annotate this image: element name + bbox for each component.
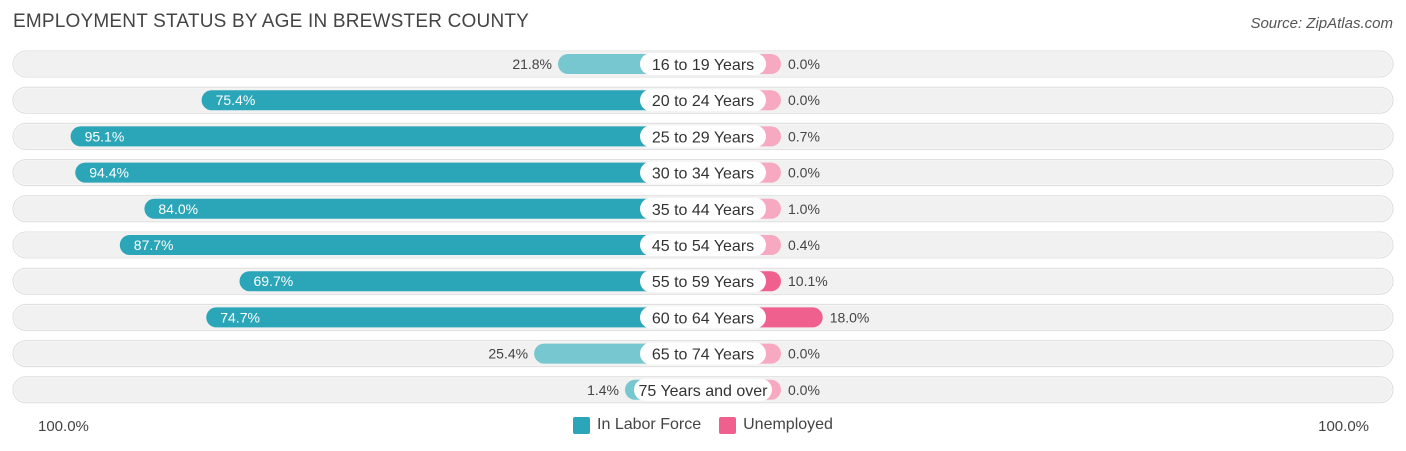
category-pill (640, 306, 766, 329)
label-labor-force: 84.0% (158, 201, 198, 217)
label-labor-force: 74.7% (220, 309, 260, 325)
category-label: 60 to 64 Years (652, 310, 754, 327)
category-label: 45 to 54 Years (652, 238, 754, 255)
label-labor-force: 87.7% (134, 237, 174, 253)
category-pill (640, 342, 766, 365)
category-pill (640, 197, 766, 220)
label-unemployed: 0.0% (788, 56, 820, 72)
label-unemployed: 0.0% (788, 92, 820, 108)
category-pill (640, 125, 766, 148)
label-unemployed: 18.0% (830, 309, 870, 325)
category-label: 75 Years and over (639, 383, 769, 400)
label-labor-force: 25.4% (488, 346, 528, 362)
label-labor-force: 21.8% (512, 56, 552, 72)
bar-labor-force (201, 90, 703, 111)
label-unemployed: 10.1% (788, 273, 828, 289)
label-unemployed: 0.0% (788, 346, 820, 362)
bar-labor-force (119, 235, 704, 255)
category-label: 16 to 19 Years (652, 57, 754, 74)
legend: In Labor Force Unemployed (0, 416, 1406, 434)
category-label: 25 to 29 Years (652, 129, 754, 146)
legend-label-labor-force: In Labor Force (597, 416, 702, 433)
legend-label-unemployed: Unemployed (743, 416, 833, 433)
label-labor-force: 1.4% (587, 382, 619, 398)
category-label: 30 to 34 Years (652, 166, 754, 183)
legend-swatch-unemployed (719, 416, 737, 434)
category-label: 35 to 44 Years (652, 202, 754, 219)
label-unemployed: 0.7% (788, 128, 820, 144)
category-pill (640, 234, 766, 256)
label-unemployed: 1.0% (788, 201, 820, 217)
bar-labor-force (206, 307, 703, 328)
category-label: 20 to 24 Years (652, 93, 754, 110)
category-pill (640, 270, 766, 293)
chart-area: 21.8% 0.0% 16 to 19 Years 75.4% 0.0% 20 to 24… (12, 50, 1394, 404)
label-labor-force: 69.7% (253, 273, 293, 289)
category-pill (634, 378, 772, 401)
chart-title: EMPLOYMENT STATUS BY AGE IN BREWSTER COU… (13, 11, 530, 32)
label-unemployed: 0.4% (788, 237, 820, 253)
axis-left-label: 100.0% (38, 418, 89, 435)
category-pill (640, 161, 766, 184)
legend-swatch-labor-force (573, 416, 591, 434)
label-labor-force: 75.4% (216, 92, 256, 108)
legend-item-unemployed: Unemployed (719, 416, 833, 434)
category-label: 55 to 59 Years (652, 274, 754, 291)
label-labor-force: 95.1% (85, 128, 125, 144)
axis-right-label: 100.0% (1318, 418, 1369, 435)
bar-labor-force (70, 126, 703, 147)
category-pill (640, 89, 766, 112)
label-unemployed: 0.0% (788, 382, 820, 398)
bar-labor-force (75, 162, 704, 183)
bar-labor-force (144, 198, 703, 219)
label-labor-force: 94.4% (89, 165, 129, 181)
label-unemployed: 0.0% (788, 165, 820, 181)
category-pill (640, 53, 766, 75)
legend-item-labor-force: In Labor Force (573, 416, 701, 434)
source-label: Source: ZipAtlas.com (1250, 15, 1393, 32)
bar-labor-force (239, 271, 703, 292)
category-label: 65 to 74 Years (652, 347, 754, 364)
